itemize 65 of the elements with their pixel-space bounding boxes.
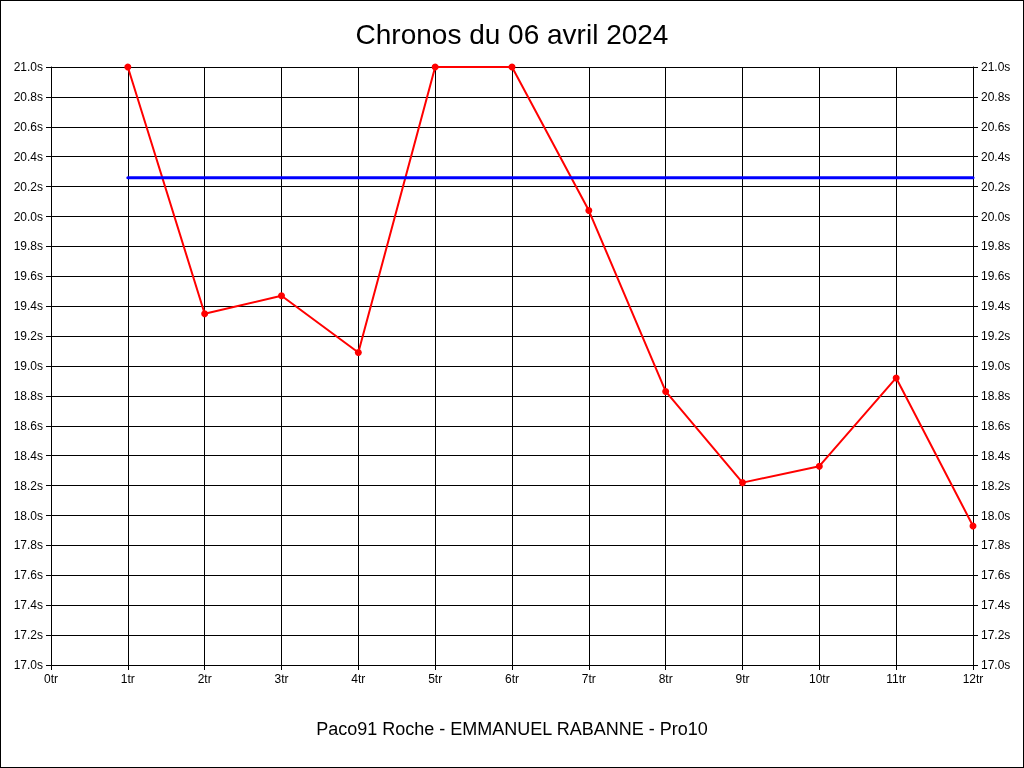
- y2-tick-label: 17.2s: [981, 628, 1011, 643]
- x-tick-label: 9tr: [735, 672, 750, 686]
- x-axis-title: Paco91 Roche - EMMANUEL RABANNE - Pro10: [316, 719, 708, 739]
- y2-tick-label: 20.2s: [981, 179, 1011, 194]
- y-tick-label: 20.0s: [13, 209, 43, 224]
- y-tick-label: 20.8s: [13, 89, 43, 104]
- y-tick-label: 18.0s: [13, 508, 43, 523]
- y-tick-label: 19.4s: [13, 299, 43, 314]
- y-tick-label: 21.0s: [13, 60, 43, 74]
- point: [354, 349, 362, 357]
- y2-tick-label: 18.2s: [981, 478, 1011, 493]
- x-tick-label: 3tr: [274, 672, 289, 686]
- y-tick-label: 17.2s: [13, 628, 43, 643]
- y2-tick-label: 19.4s: [981, 299, 1011, 314]
- y-tick-label: 18.2s: [13, 478, 43, 493]
- x-tick-label: 0tr: [43, 672, 59, 686]
- x-tick-label: 6tr: [504, 672, 520, 686]
- y2-tick-label: 19.6s: [981, 269, 1011, 284]
- point: [585, 207, 593, 215]
- y-tick-label: 17.8s: [13, 538, 43, 553]
- y2-tick-label: 17.8s: [981, 538, 1011, 553]
- x-tick-label: 2tr: [197, 672, 212, 686]
- x-tick-label: 8tr: [658, 672, 673, 686]
- y-tick-label: 19.6s: [13, 269, 43, 284]
- y-tick-label: 18.8s: [13, 388, 43, 403]
- y2-tick-label: 18.8s: [981, 388, 1011, 403]
- y-tick-label: 19.8s: [13, 239, 43, 254]
- point: [739, 479, 746, 487]
- y-tick-label: 17.4s: [13, 598, 43, 613]
- y-tick-label: 20.4s: [13, 149, 43, 164]
- x-tick-label: 7tr: [581, 672, 596, 686]
- y2-tick-label: 20.6s: [981, 119, 1011, 134]
- y2-tick-label: 20.0s: [981, 209, 1011, 224]
- y2-tick-label: 20.4s: [981, 149, 1011, 164]
- y2-tick-label: 17.0s: [981, 658, 1011, 672]
- point: [815, 462, 823, 470]
- y-tick-label: 19.2s: [13, 329, 43, 344]
- y-tick-label: 18.6s: [13, 418, 43, 433]
- x-tick-label: 4tr: [351, 672, 366, 686]
- y-tick-label: 20.2s: [13, 179, 43, 194]
- point: [892, 374, 900, 382]
- x-tick-label: 10tr: [808, 672, 830, 686]
- y-tick-label: 17.0s: [13, 658, 43, 672]
- y2-tick-label: 19.0s: [981, 359, 1011, 373]
- y-tick-label: 20.6s: [13, 119, 43, 134]
- y2-tick-label: 17.6s: [981, 568, 1011, 583]
- y2-tick-label: 18.0s: [981, 508, 1011, 523]
- point: [662, 387, 670, 395]
- y-tick-label: 19.0s: [13, 359, 43, 373]
- y2-tick-label: 19.2s: [981, 329, 1011, 344]
- y2-tick-label: 18.6s: [981, 418, 1011, 433]
- y2-tick-label: 20.8s: [981, 89, 1011, 104]
- chart-title: Chronos du 06 avril 2024: [355, 18, 669, 50]
- x-tick-label: 11tr: [886, 672, 907, 686]
- point: [278, 292, 285, 300]
- y-tick-label: 18.4s: [13, 448, 43, 463]
- x-tick-label: 1tr: [120, 672, 135, 686]
- y-tick-label: 17.6s: [13, 568, 43, 583]
- y2-tick-label: 21.0s: [981, 60, 1011, 74]
- y2-tick-label: 19.8s: [981, 239, 1011, 254]
- y2-tick-label: 18.4s: [981, 448, 1011, 463]
- x-tick-label: 12tr: [962, 672, 984, 686]
- point: [201, 310, 209, 318]
- x-tick-label: 5tr: [428, 672, 443, 686]
- y2-tick-label: 17.4s: [981, 598, 1011, 613]
